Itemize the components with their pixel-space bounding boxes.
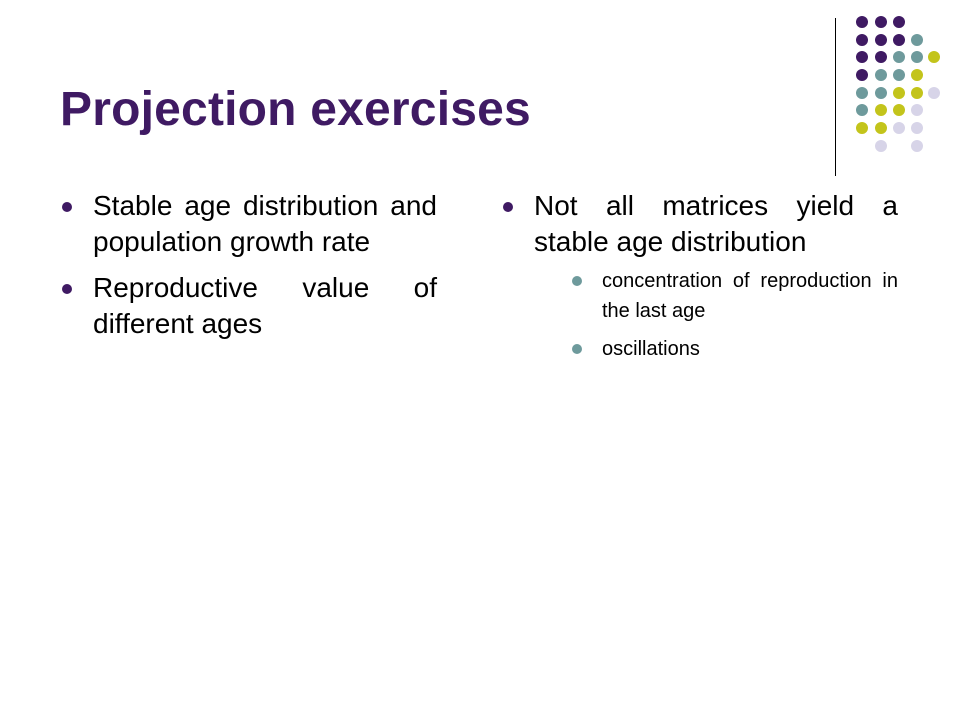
right-bullet-list: Not all matrices yield a stable age dist… — [503, 188, 898, 374]
bullet-not-all-matrices: Not all matrices yield a stable age dist… — [503, 188, 898, 364]
bullet-stable-age: Stable age distribution and population g… — [62, 188, 437, 260]
bullet-reproductive-value: Reproductive value of different ages — [62, 270, 437, 342]
bullet-not-all-matrices-text: Not all matrices yield a stable age dist… — [534, 190, 898, 257]
divider-line — [835, 18, 836, 176]
left-bullet-list: Stable age distribution and population g… — [62, 188, 437, 352]
slide-title: Projection exercises — [60, 83, 531, 136]
decorative-dots — [856, 16, 940, 152]
sub-bullet-list: concentration of reproduction in the las… — [572, 266, 898, 364]
sub-bullet-oscillations: oscillations — [572, 334, 898, 364]
sub-bullet-concentration: concentration of reproduction in the las… — [572, 266, 898, 326]
